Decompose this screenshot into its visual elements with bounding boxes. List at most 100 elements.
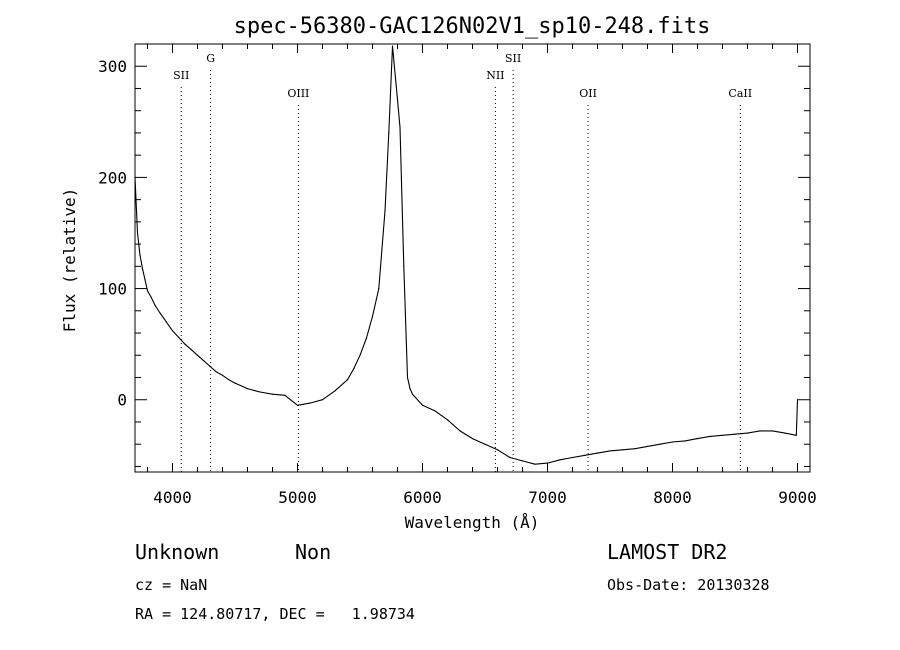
classification-text: Unknown — [135, 540, 219, 564]
spectrum-point — [346, 379, 349, 381]
spectrum-point — [546, 462, 549, 464]
axis-ticks: 4000 5000 6000 7000 8000 9000 0 100 200 300 — [98, 43, 817, 507]
spectrum-point — [234, 382, 236, 384]
spectrum-point — [446, 419, 449, 421]
chart-title: spec-56380-GAC126N02V1_sp10-248.fits — [234, 14, 711, 39]
spectrum-point — [353, 368, 355, 370]
spectrum-point — [771, 430, 774, 432]
plot-frame — [134, 43, 811, 473]
spectral-line-label: SII — [505, 52, 521, 65]
spectrum-point — [759, 430, 761, 432]
spectrum-point — [534, 463, 536, 465]
cz-text: cz = NaN — [135, 576, 207, 594]
spectrum-point — [378, 288, 380, 290]
spectrum-point — [746, 432, 749, 434]
x-tick-label: 6000 — [403, 488, 442, 507]
spectral-line-label: CaII — [728, 87, 752, 100]
spectrum-point — [571, 456, 574, 459]
spectrum-point — [203, 360, 205, 362]
spectrum-point — [136, 232, 139, 234]
spectrum-point — [484, 443, 486, 445]
spectrum-point — [139, 254, 141, 256]
spectrum-point — [196, 354, 199, 356]
y-axis-label: Flux (relative) — [60, 188, 79, 333]
spectrum-point — [409, 388, 411, 390]
spectrum-point — [584, 454, 586, 456]
spectrum-point — [165, 321, 167, 323]
spectrum-series — [134, 45, 799, 465]
spectrum-point — [150, 296, 152, 299]
spectrum-point — [496, 449, 499, 451]
spectrum-point — [434, 410, 436, 412]
spectrum-point — [471, 438, 474, 440]
spectrum-point — [321, 399, 324, 401]
spectrum-point — [634, 448, 636, 450]
spectrum-point — [795, 434, 797, 436]
spectrum-point — [334, 390, 336, 392]
spectrum-point — [609, 450, 611, 452]
spectrum-point — [696, 438, 699, 440]
coords-text: RA = 124.80717, DEC = 1.98734 — [135, 605, 415, 623]
spectrum-point — [384, 210, 386, 212]
spectrum-point — [190, 349, 192, 351]
spectrum-point — [228, 379, 230, 381]
spectrum-point — [159, 312, 161, 314]
spectrum-point — [671, 441, 674, 443]
spectrum-point — [209, 365, 211, 367]
spectrum-point — [144, 279, 146, 281]
y-tick-label: 0 — [117, 391, 127, 410]
spectrum-point — [509, 456, 511, 459]
spectrum-point — [659, 443, 661, 445]
spectrum-point — [221, 374, 224, 376]
spectrum-point — [271, 393, 274, 395]
spectrum-point — [296, 404, 299, 406]
spectrum-point — [284, 394, 286, 396]
spectrum-point — [796, 399, 799, 401]
obs-date-text: Obs-Date: 20130328 — [607, 576, 770, 594]
spectrum-point — [178, 336, 180, 339]
y-tick-label: 200 — [98, 168, 127, 187]
spectrum-point — [184, 343, 186, 345]
spectrum-point — [365, 338, 367, 340]
x-axis-label: Wavelength (Å) — [405, 513, 540, 532]
spectrum-point — [406, 376, 409, 379]
spectrum-point — [146, 290, 149, 292]
spectral-line-label: NII — [486, 69, 504, 82]
spectrum-point — [721, 434, 724, 436]
spectral-line-label: OIII — [287, 87, 309, 100]
spectrum-point — [359, 354, 361, 356]
spectrum-point — [399, 126, 401, 128]
spectrum-point — [171, 330, 174, 332]
spectrum-point — [596, 452, 599, 454]
survey-text: LAMOST DR2 — [607, 540, 727, 564]
spectral-line-label: SII — [173, 69, 189, 82]
spectrum-point — [391, 45, 394, 47]
spectrum-point — [403, 265, 405, 267]
spectrum-point — [134, 176, 136, 178]
spectrum-point — [215, 371, 217, 373]
spectrum-line — [134, 45, 799, 465]
spectrum-point — [371, 315, 374, 317]
spectrum-point — [709, 435, 711, 437]
spectrum-point — [684, 440, 686, 442]
spectrum-point — [154, 304, 156, 306]
spectral-line-label: OII — [579, 87, 597, 100]
x-tick-label: 9000 — [778, 488, 817, 507]
spectrum-point — [734, 433, 736, 435]
spectrum-point — [309, 402, 311, 404]
spectrum-point — [459, 430, 461, 432]
spectrum-point — [411, 393, 414, 395]
x-tick-label: 5000 — [278, 488, 317, 507]
spectrum-point — [246, 388, 249, 390]
spectrum-point — [784, 432, 786, 434]
x-tick-label: 4000 — [153, 488, 192, 507]
spectrum-point — [141, 268, 144, 270]
x-tick-label: 7000 — [528, 488, 567, 507]
spectrum-point — [259, 391, 261, 393]
spectrum-point — [621, 449, 624, 451]
spectral-line-label: G — [206, 52, 215, 65]
y-tick-label: 300 — [98, 57, 127, 76]
subclass-text: Non — [295, 540, 331, 564]
